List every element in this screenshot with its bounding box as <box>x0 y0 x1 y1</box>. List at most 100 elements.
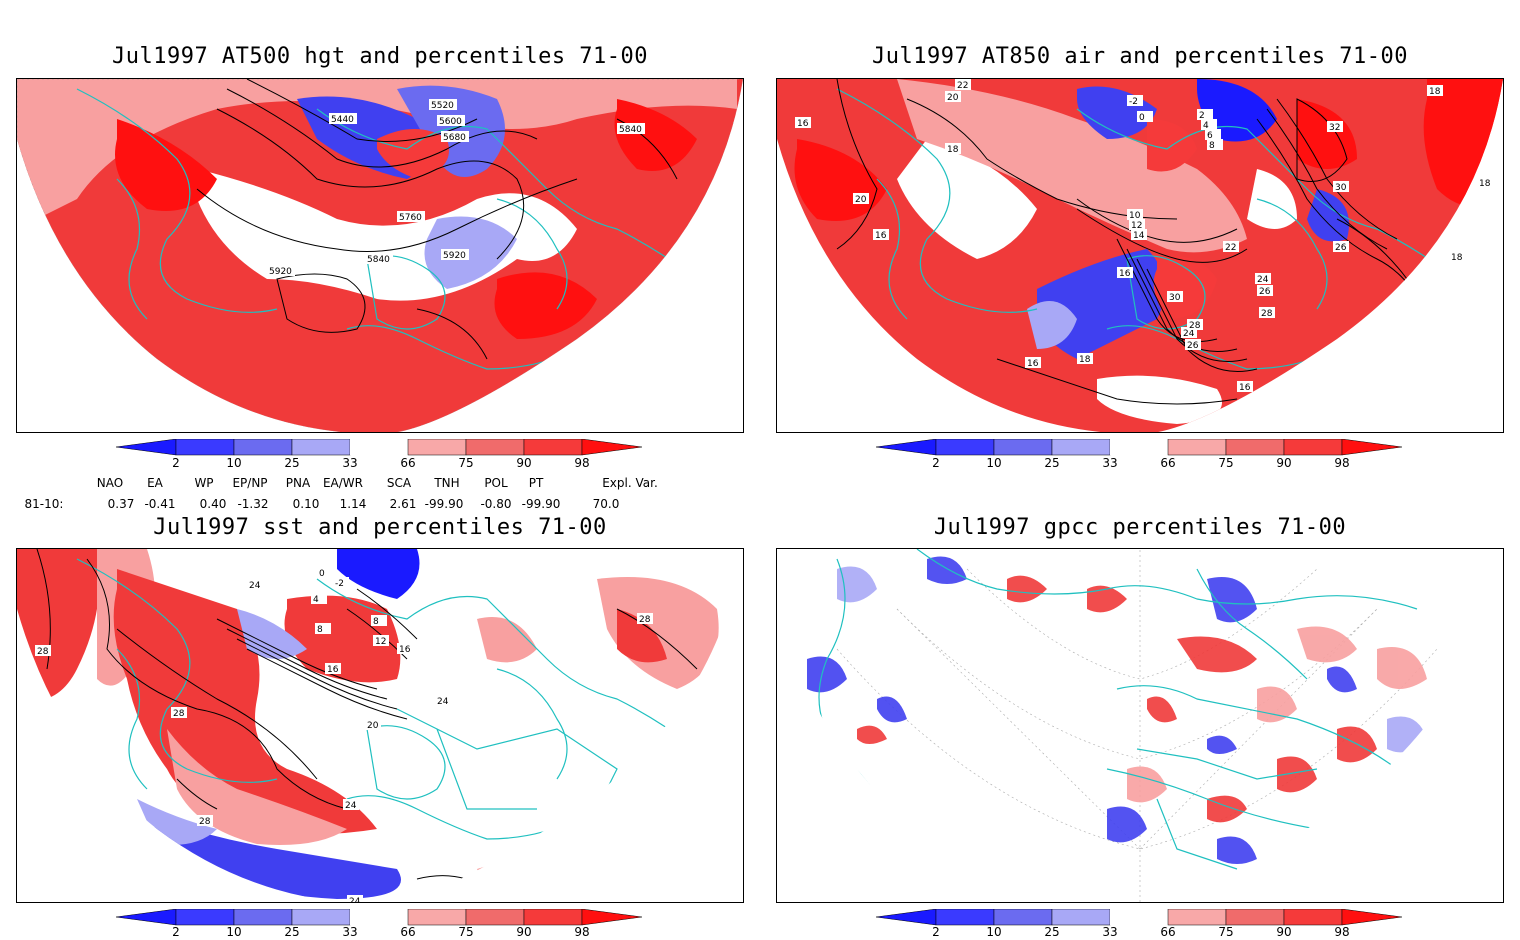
svg-text:8: 8 <box>373 617 379 627</box>
svg-text:26: 26 <box>1259 287 1271 297</box>
svg-text:16: 16 <box>327 665 339 675</box>
svg-text:26: 26 <box>1187 341 1199 351</box>
idx-header-wp: WP <box>194 476 214 490</box>
svg-text:0: 0 <box>319 569 325 579</box>
svg-text:24: 24 <box>349 897 361 902</box>
svg-text:18: 18 <box>1429 87 1441 97</box>
cbar2-label-33: 33 <box>1102 456 1118 470</box>
map-1-svg: 5440 5520 5600 5680 5840 5760 5920 5840 … <box>17 79 743 432</box>
svg-text:24: 24 <box>437 697 449 707</box>
idx-value-pol: -0.80 <box>480 497 512 511</box>
idx-header-epnp: EP/NP <box>232 476 268 490</box>
cbar1-label-33: 33 <box>342 456 358 470</box>
colorbar-1: 2 10 25 33 66 75 90 98 <box>115 438 644 473</box>
panel-2-map: 20 22 18 16 20 16 -2 0 2 4 6 8 10 12 14 … <box>776 78 1504 433</box>
svg-text:28: 28 <box>639 615 651 625</box>
idx-header-pt: PT <box>528 476 544 490</box>
svg-text:5440: 5440 <box>331 115 354 125</box>
svg-text:20: 20 <box>855 195 867 205</box>
cbar1-label-75: 75 <box>458 456 474 470</box>
idx-row-label: 81-10: <box>24 497 64 511</box>
svg-text:5600: 5600 <box>439 117 462 127</box>
svg-text:-2: -2 <box>335 579 344 589</box>
cbar3-label-33: 33 <box>342 925 358 939</box>
indices-value-row: 81-10: 0.37 -0.41 0.40 -1.32 0.10 1.14 2… <box>0 497 760 513</box>
cbar3-label-66: 66 <box>400 925 416 939</box>
svg-text:28: 28 <box>1189 321 1201 331</box>
cbar1-label-25: 25 <box>284 456 300 470</box>
cbar4-label-66: 66 <box>1160 925 1176 939</box>
svg-text:2: 2 <box>1199 111 1205 121</box>
cbar3-label-2: 2 <box>172 925 180 939</box>
indices-header-row: NAO EA WP EP/NP PNA EA/WR SCA TNH POL PT… <box>0 476 760 492</box>
cbar3-label-75: 75 <box>458 925 474 939</box>
svg-text:20: 20 <box>947 93 959 103</box>
idx-header-nao: NAO <box>96 476 124 490</box>
idx-header-ea: EA <box>147 476 163 490</box>
panel-2-title: Jul1997 AT850 air and percentiles 71-00 <box>871 44 1409 69</box>
cbar1-label-2: 2 <box>172 456 180 470</box>
svg-text:16: 16 <box>1027 359 1039 369</box>
panel-1-map: 5440 5520 5600 5680 5840 5760 5920 5840 … <box>16 78 744 433</box>
svg-text:14: 14 <box>1133 231 1145 241</box>
colorbar-1-svg <box>115 438 643 456</box>
svg-text:8: 8 <box>1209 141 1215 151</box>
svg-text:28: 28 <box>1261 309 1273 319</box>
cbar2-label-10: 10 <box>986 456 1002 470</box>
svg-text:22: 22 <box>1225 243 1236 253</box>
svg-text:32: 32 <box>1329 123 1340 133</box>
svg-text:5760: 5760 <box>399 213 422 223</box>
idx-header-explvar: Expl. Var. <box>602 476 658 490</box>
idx-value-explvar: 70.0 <box>592 497 620 511</box>
cbar1-label-10: 10 <box>226 456 242 470</box>
svg-text:5680: 5680 <box>443 133 466 143</box>
cbar3-label-90: 90 <box>516 925 532 939</box>
panel-4-map <box>776 548 1504 903</box>
panel-1-title: Jul1997 AT500 hgt and percentiles 71-00 <box>111 44 649 69</box>
cbar1-label-90: 90 <box>516 456 532 470</box>
svg-text:5920: 5920 <box>269 267 292 277</box>
svg-text:16: 16 <box>1239 383 1251 393</box>
idx-header-pol: POL <box>484 476 508 490</box>
cbar1-label-66: 66 <box>400 456 416 470</box>
svg-text:30: 30 <box>1169 293 1181 303</box>
idx-value-nao: 0.37 <box>107 497 135 511</box>
colorbar-4: 2 10 25 33 66 75 90 98 <box>875 908 1404 939</box>
idx-header-tnh: TNH <box>434 476 460 490</box>
map-2-svg: 20 22 18 16 20 16 -2 0 2 4 6 8 10 12 14 … <box>777 79 1503 432</box>
svg-text:-2: -2 <box>1129 97 1138 107</box>
svg-text:24: 24 <box>249 581 261 591</box>
cbar4-label-33: 33 <box>1102 925 1118 939</box>
idx-header-pna: PNA <box>285 476 311 490</box>
svg-text:16: 16 <box>399 645 411 655</box>
svg-text:16: 16 <box>1119 269 1131 279</box>
svg-text:5920: 5920 <box>443 251 466 261</box>
colorbar-2-svg <box>875 438 1403 456</box>
cbar3-label-10: 10 <box>226 925 242 939</box>
cbar2-label-98: 98 <box>1334 456 1350 470</box>
cbar4-label-25: 25 <box>1044 925 1060 939</box>
cbar2-label-66: 66 <box>1160 456 1176 470</box>
svg-text:20: 20 <box>367 721 379 731</box>
svg-text:5840: 5840 <box>367 255 390 265</box>
svg-text:24: 24 <box>345 801 357 811</box>
idx-value-pt: -99.90 <box>521 497 561 511</box>
cbar2-label-25: 25 <box>1044 456 1060 470</box>
svg-text:24: 24 <box>1257 275 1269 285</box>
svg-text:4: 4 <box>313 595 319 605</box>
cbar1-label-98: 98 <box>574 456 590 470</box>
idx-value-pna: 0.10 <box>292 497 320 511</box>
panel-4-title: Jul1997 gpcc percentiles 71-00 <box>933 515 1347 540</box>
cbar2-label-90: 90 <box>1276 456 1292 470</box>
svg-text:10: 10 <box>1129 211 1141 221</box>
cbar2-label-75: 75 <box>1218 456 1234 470</box>
map-3-svg: 28 28 24 0 -2 4 8 12 16 16 8 20 24 24 28… <box>17 549 743 902</box>
svg-text:6: 6 <box>1207 131 1213 141</box>
svg-text:0: 0 <box>1139 113 1145 123</box>
idx-value-wp: 0.40 <box>199 497 227 511</box>
svg-text:22: 22 <box>957 81 968 91</box>
svg-text:8: 8 <box>317 625 323 635</box>
idx-value-eawr: 1.14 <box>339 497 367 511</box>
cbar4-label-2: 2 <box>932 925 940 939</box>
cbar4-label-75: 75 <box>1218 925 1234 939</box>
